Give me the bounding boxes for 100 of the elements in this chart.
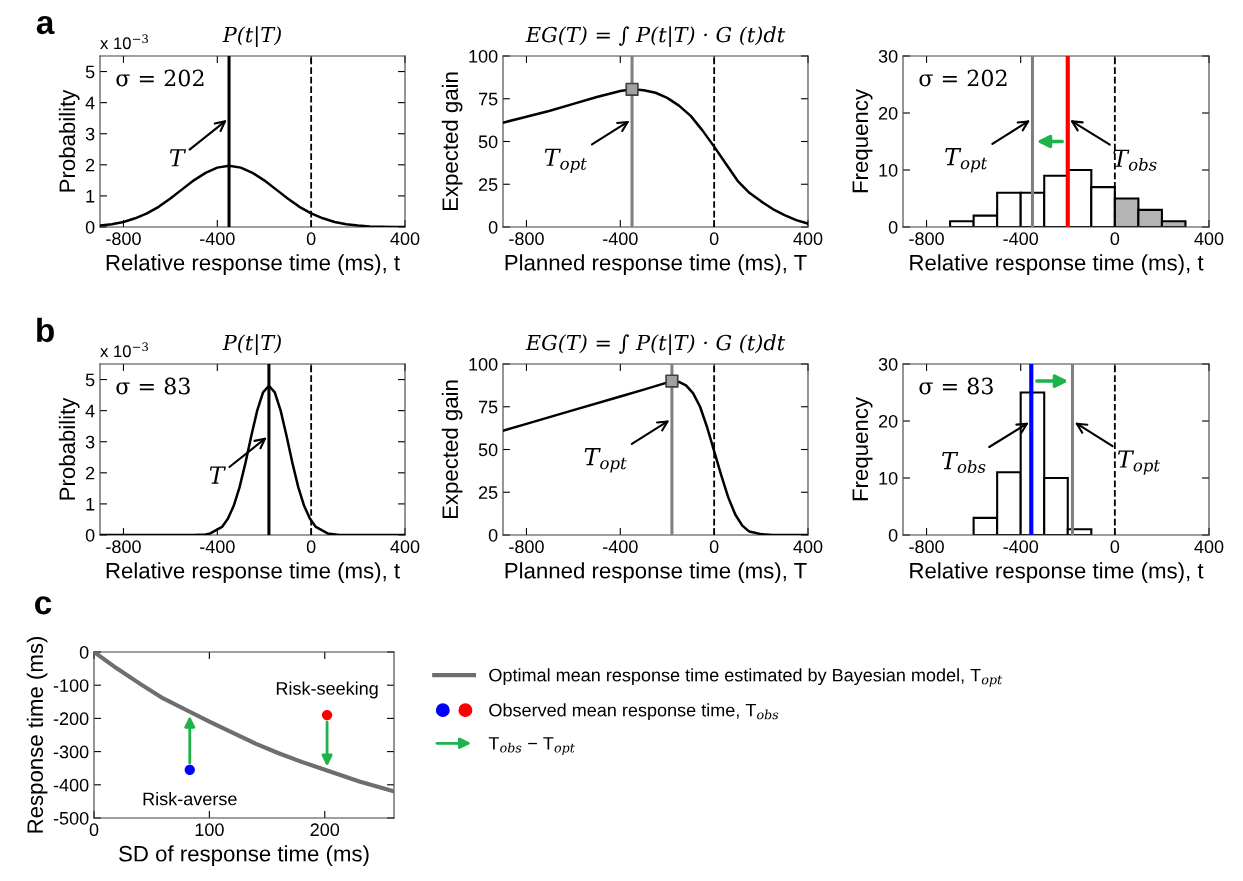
y-tick-label: 0	[85, 220, 95, 234]
x-axis-title: SD of response time (ms)	[119, 845, 369, 866]
legend-label: T$_{obs}$ − T$_{opt}$	[488, 737, 575, 755]
x-axis-title: Planned response time (ms), T	[505, 254, 807, 275]
chart-title: EG(T) = ∫ P(t|T) · G (t)dt	[525, 26, 786, 48]
y-tick-label: 20	[878, 106, 898, 120]
text: x 10$^{−3}$	[100, 342, 148, 358]
text: a	[36, 15, 55, 35]
y-tick-label: -300	[53, 745, 89, 759]
x-tick-label: -400	[603, 232, 638, 246]
y-tick-label: 2	[86, 466, 95, 480]
annotation: T$_{opt}$	[584, 448, 627, 473]
y-axis-title: Response time (ms)	[26, 636, 48, 833]
y-tick-label: 4	[85, 96, 95, 110]
x-axis-title: Relative response time (ms), t	[106, 254, 400, 275]
x-axis-title: Planned response time (ms), T	[505, 562, 807, 583]
annotation: σ = 83	[919, 377, 993, 395]
text: b	[37, 317, 54, 343]
x-tick-label: -800	[509, 232, 544, 246]
legend-label: Optimal mean response time estimated by Bayesian model, T$_{opt}$	[489, 668, 1003, 687]
annotation: T$_{opt}$	[1118, 450, 1161, 475]
annotation: T$_{obs}$	[942, 451, 986, 474]
annotation: σ = 202	[116, 69, 204, 87]
text: c	[35, 596, 52, 615]
y-axis-title: Frequency	[852, 397, 873, 501]
legend-label: Observed mean response time, T$_{obs}$	[489, 703, 779, 721]
annotation: T$_{opt}$	[544, 148, 587, 173]
y-tick-label: 3	[85, 127, 95, 141]
y-tick-label: 100	[469, 49, 498, 63]
y-tick-label: -500	[53, 811, 89, 825]
x-tick-label: -800	[509, 540, 544, 554]
y-axis-title: Expected gain	[441, 72, 463, 211]
annotation: T	[169, 149, 187, 167]
x-tick-label: -800	[909, 540, 944, 554]
x-tick-label: -400	[200, 540, 235, 554]
x-tick-label: 0	[306, 232, 316, 246]
x-tick-label: -400	[603, 540, 638, 554]
y-tick-label: 50	[478, 443, 498, 457]
y-tick-label: 0	[888, 220, 898, 234]
x-tick-label: 0	[1110, 232, 1120, 246]
y-tick-label: 10	[879, 471, 898, 485]
text: x 10$^{−3}$	[100, 34, 148, 50]
y-tick-label: 75	[478, 92, 498, 106]
x-tick-label: 0	[306, 540, 316, 554]
y-tick-label: 3	[85, 435, 95, 449]
x-tick-label: 400	[1194, 232, 1224, 246]
y-tick-label: 4	[85, 404, 95, 418]
annotation: T	[209, 466, 226, 484]
x-tick-label: 0	[1110, 540, 1120, 554]
y-tick-label: 0	[488, 220, 498, 234]
chart-title: P(t|T)	[222, 26, 281, 48]
y-tick-label: 100	[469, 357, 498, 371]
x-tick-label: -800	[909, 232, 944, 246]
y-tick-label: 30	[878, 49, 898, 63]
x-tick-label: -800	[106, 540, 141, 554]
y-axis-title: Frequency	[852, 89, 873, 193]
x-tick-label: -800	[106, 232, 141, 246]
y-tick-label: 1	[86, 190, 95, 203]
y-tick-label: 0	[85, 528, 95, 542]
y-tick-label: 0	[79, 645, 89, 659]
annotation: σ = 202	[919, 69, 1007, 87]
x-tick-label: -400	[1003, 232, 1039, 246]
chart-title: P(t|T)	[222, 334, 281, 356]
y-tick-label: -100	[53, 679, 89, 692]
x-axis-title: Relative response time (ms), t	[910, 562, 1204, 583]
y-tick-label: 5	[85, 373, 95, 387]
y-tick-label: 30	[878, 357, 898, 371]
x-tick-label: 400	[793, 232, 823, 246]
annotation: Risk-seeking	[276, 681, 378, 699]
y-tick-label: 2	[86, 158, 95, 172]
x-tick-label: 400	[390, 232, 420, 246]
annotation: Risk-averse	[143, 792, 237, 806]
x-axis-title: Relative response time (ms), t	[910, 254, 1204, 275]
y-tick-label: 75	[478, 400, 498, 414]
x-tick-label: -400	[200, 232, 235, 246]
x-tick-label: 0	[709, 232, 719, 246]
y-axis-title: Expected gain	[441, 380, 463, 519]
y-tick-label: 0	[888, 528, 898, 542]
y-tick-label: 10	[879, 163, 898, 177]
y-tick-label: -200	[53, 712, 89, 726]
x-axis-title: Relative response time (ms), t	[106, 562, 400, 583]
x-tick-label: 100	[195, 823, 224, 837]
x-tick-label: 0	[709, 540, 719, 554]
annotation: T$_{obs}$	[1113, 149, 1157, 171]
y-tick-label: 50	[478, 135, 498, 149]
y-tick-label: 25	[478, 486, 498, 499]
x-tick-label: -400	[1003, 540, 1039, 554]
y-tick-label: -400	[53, 778, 89, 792]
y-tick-label: 5	[85, 65, 95, 79]
y-axis-title: Probability	[58, 89, 80, 192]
y-axis-title: Probability	[58, 397, 80, 500]
x-tick-label: 400	[1194, 540, 1224, 554]
x-tick-label: 200	[310, 823, 340, 837]
annotation: σ = 83	[116, 377, 190, 395]
y-tick-label: 1	[86, 498, 95, 511]
annotation: T$_{opt}$	[945, 148, 988, 173]
y-tick-label: 0	[488, 528, 498, 542]
x-tick-label: 400	[793, 540, 823, 554]
x-tick-label: 400	[390, 540, 420, 554]
chart-title: EG(T) = ∫ P(t|T) · G (t)dt	[525, 334, 786, 356]
